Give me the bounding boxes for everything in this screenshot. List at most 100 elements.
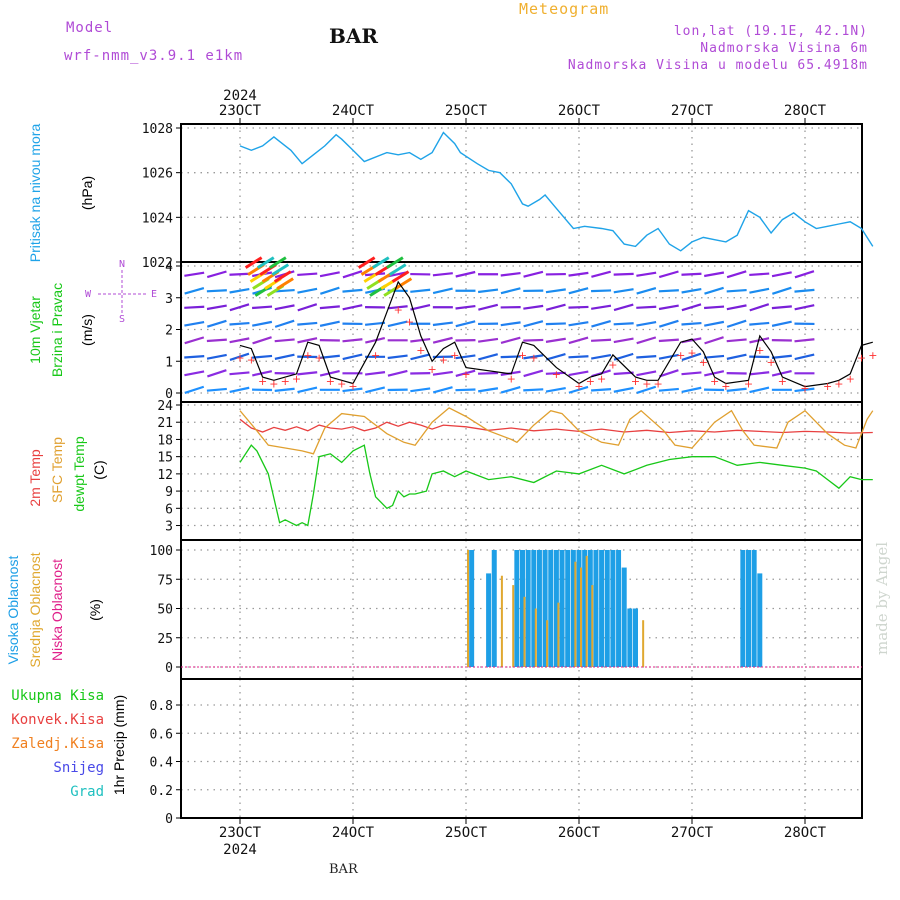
wind-gust-marker: + (416, 344, 425, 357)
wind-arrow (613, 272, 634, 276)
wind-arrow (229, 287, 250, 294)
wind-arrow (591, 304, 612, 310)
sfctemp-axis-title: SFC Temp (49, 437, 65, 503)
wind-gust-marker: + (552, 368, 561, 381)
wind-axis-title-line1: 10m Vjetar (27, 296, 43, 364)
wind-arrow (771, 305, 792, 310)
wind-arrow (636, 305, 657, 309)
wind-strong-arrow (273, 270, 292, 283)
wind-arrow (726, 319, 747, 328)
pressure-ytick-label: 1024 (142, 211, 173, 226)
wind-arrow (523, 388, 544, 392)
wind-arrow (636, 385, 657, 394)
wind-arrow (591, 338, 612, 342)
wind-arrow (184, 320, 205, 327)
bottom-date-label: 26OCT (558, 825, 601, 841)
high-cloud-bar (746, 550, 751, 667)
wind-arrow (568, 305, 589, 309)
wind-arrow (658, 319, 679, 328)
station-title: BAR (329, 24, 379, 48)
temperature-ytick-label: 3 (165, 520, 173, 535)
high-cloud-bar (570, 550, 576, 667)
high-cloud-axis-title: Visoka Oblacnost (5, 556, 21, 665)
wind-arrow (568, 370, 589, 377)
wind-arrow (613, 303, 634, 312)
mid-cloud-bar (642, 620, 645, 667)
wind-arrow (455, 369, 476, 377)
wind-arrow (478, 337, 499, 343)
high-cloud-bar (751, 550, 757, 667)
model-elevation-label: Nadmorska Visina u modelu 65.4918m (567, 58, 868, 73)
wind-gust-marker: + (507, 373, 516, 386)
wind-gust-marker: + (642, 377, 651, 390)
bottom-year-label: 2024 (223, 842, 257, 858)
wind-gust-marker: + (744, 377, 753, 390)
wind-arrow (500, 321, 521, 327)
wind-gust-marker: + (597, 373, 606, 386)
wind-arrow (206, 353, 227, 360)
wind-arrow (568, 355, 589, 359)
wind-arrow (342, 353, 363, 361)
wind-arrow (749, 386, 770, 394)
wind-gust-marker: + (461, 368, 470, 381)
high-cloud-bar (520, 550, 525, 667)
precip-ytick-label: 0.4 (150, 756, 174, 771)
wind-arrow (252, 320, 273, 327)
high-cloud-bar (757, 573, 763, 667)
mid-cloud-axis-title: Srednja Oblacnost (27, 552, 43, 667)
wind-arrow (229, 386, 250, 393)
mid-cloud-bar (523, 596, 526, 667)
product-title: Meteogram (519, 0, 610, 18)
wind-arrow (206, 319, 227, 328)
wind-arrow (636, 320, 657, 327)
wind-strong-arrow (357, 256, 376, 269)
pressure-ytick-label: 1026 (142, 167, 173, 182)
wind-arrow (794, 304, 815, 311)
wind-arrow (658, 270, 679, 279)
wind-arrow (704, 305, 725, 310)
wind-arrow (297, 272, 318, 277)
wind-arrow (432, 386, 453, 394)
wind-arrow (794, 270, 815, 279)
wind-arrow (681, 371, 702, 376)
wind-arrow (387, 320, 408, 328)
wind-arrow (794, 387, 815, 393)
wind-arrow (545, 371, 566, 375)
wind-arrow (274, 338, 295, 343)
high-cloud-bar (599, 550, 605, 667)
wind-arrow (342, 338, 363, 343)
wind-arrow (342, 270, 363, 279)
wind-gust-marker: + (394, 304, 403, 317)
wind-arrow (410, 337, 431, 343)
wind-arrow (206, 338, 227, 343)
wind-gust-marker: + (823, 380, 832, 393)
wind-arrow (455, 320, 476, 328)
wind-gust-marker: + (586, 375, 595, 388)
wind-strong-arrow (276, 277, 294, 290)
wind-arrow (410, 387, 431, 393)
wind-arrow (681, 321, 702, 326)
compass-s-label: S (119, 314, 125, 325)
high-cloud-bar (582, 550, 588, 667)
wind-arrow (681, 287, 702, 294)
wind-gust-marker: + (721, 380, 730, 393)
wind-gust-marker: + (676, 349, 685, 362)
temp-series-line-1 (239, 418, 873, 434)
wind-arrow (274, 304, 295, 311)
top-date-label: 26OCT (558, 103, 601, 119)
wind-arrow (184, 336, 205, 345)
top-date-label: 24OCT (332, 103, 375, 119)
wind-arrow (229, 337, 250, 344)
wind-arrow (342, 387, 363, 393)
wind-arrow (523, 270, 544, 278)
wind-ytick-label: 2 (165, 324, 173, 339)
wind-arrow (297, 337, 318, 344)
wind-arrow (704, 354, 725, 359)
wind-arrow (297, 386, 318, 394)
wind-arrow (319, 369, 340, 377)
wind-arrow (636, 370, 657, 377)
high-cloud-bar (593, 550, 599, 667)
wind-gust-marker: + (450, 349, 459, 362)
wind-gust-marker: + (348, 380, 357, 393)
